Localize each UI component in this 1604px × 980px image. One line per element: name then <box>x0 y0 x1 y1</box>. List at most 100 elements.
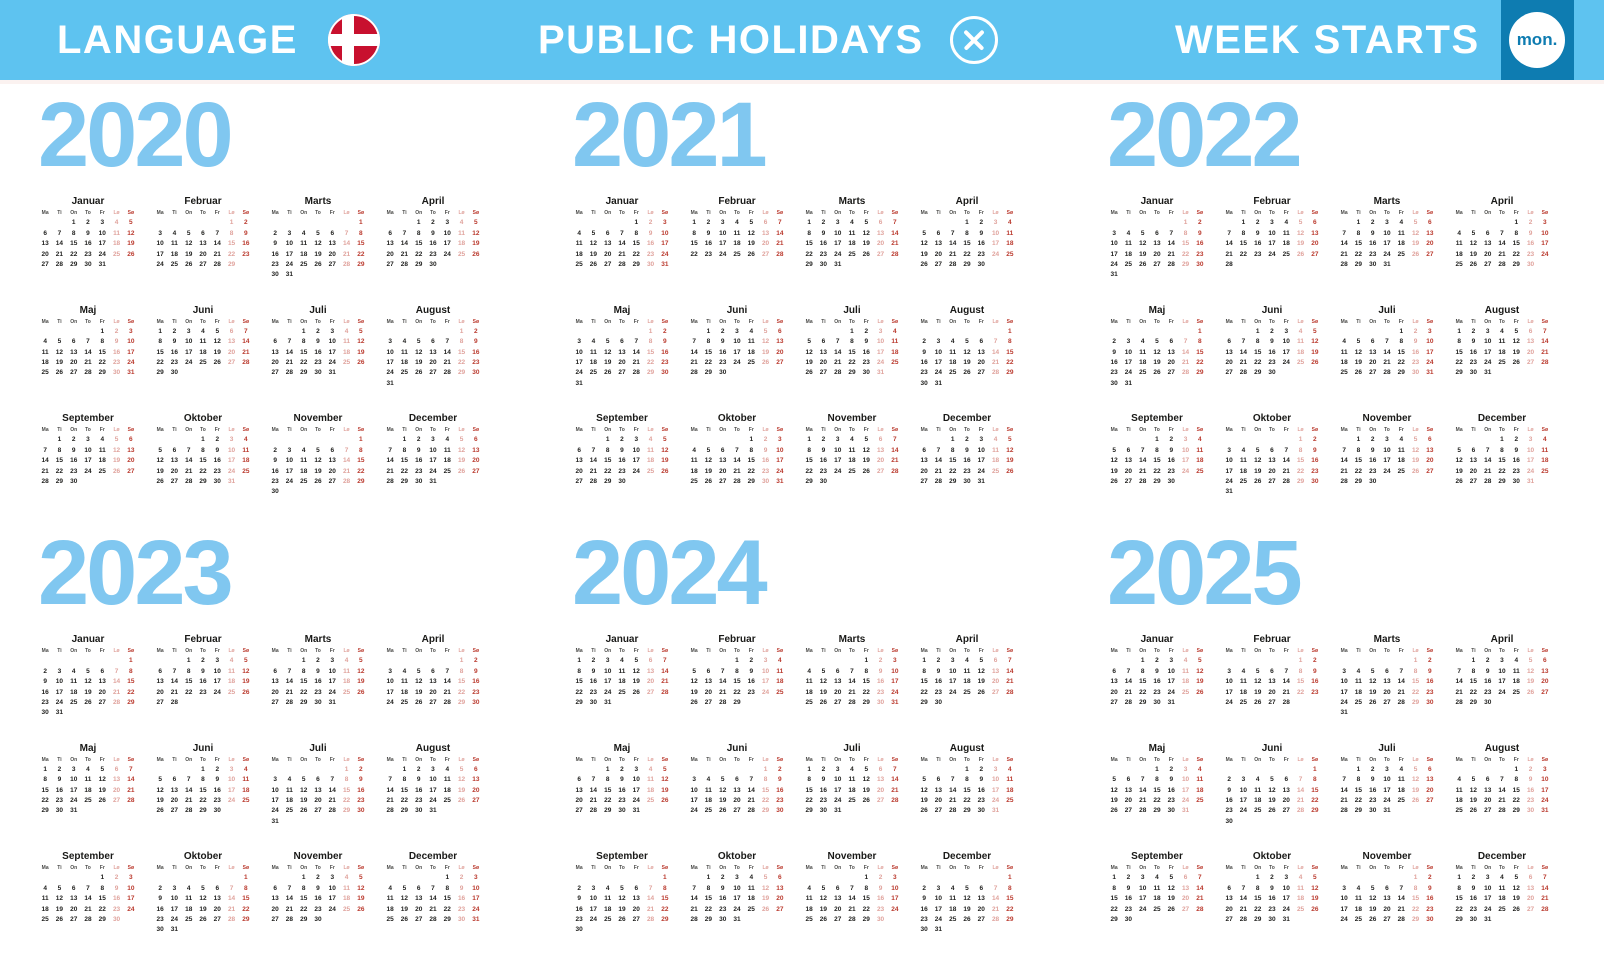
day-header-ma: Ma <box>41 210 49 216</box>
day-header-lø: Lø <box>992 756 999 763</box>
day-cell: 26 <box>747 250 755 258</box>
month-title: December <box>942 851 992 862</box>
day-grid: Ma Ti On To Fr Lø Sø 1 2 3 4 5 6 7 8 9 10 11 12 13 14 15 16 17 1… <box>1222 317 1322 379</box>
day-cell-empty <box>730 435 744 445</box>
day-cell: 27 <box>429 698 437 706</box>
day-cell: 13 <box>977 348 985 356</box>
day-cell: 4 <box>965 657 969 665</box>
day-cell: 3 <box>993 219 998 227</box>
day-cell: 4 <box>43 884 47 892</box>
day-header-ma: Ma <box>920 210 928 216</box>
day-cell: 2 <box>459 874 464 882</box>
day-cell: 22 <box>661 905 669 913</box>
day-cell: 12 <box>618 895 626 903</box>
day-header-to: To <box>200 865 206 871</box>
day-cell: 20 <box>1526 348 1535 356</box>
day-cell: 25 <box>285 807 294 815</box>
day-cell: 16 <box>457 895 466 903</box>
day-cell: 26 <box>1110 807 1118 815</box>
day-cell: 1 <box>807 765 811 773</box>
day-cell: 12 <box>690 678 698 686</box>
day-cell: 28 <box>719 698 727 706</box>
day-cell: 25 <box>891 359 899 367</box>
day-cell: 8 <box>1413 667 1418 675</box>
day-cell: 9 <box>474 338 478 346</box>
day-header-to: To <box>1384 427 1390 433</box>
day-cell-empty <box>239 925 253 935</box>
day-cell: 30 <box>429 260 437 268</box>
day-cell: 17 <box>834 786 842 794</box>
day-cell: 21 <box>776 240 784 248</box>
day-cell: 25 <box>199 359 207 367</box>
day-header-sø: Sø <box>472 865 480 871</box>
day-cell: 25 <box>690 477 698 485</box>
day-cell: 24 <box>170 915 179 923</box>
day-cell: 9 <box>474 667 478 675</box>
day-header-ma: Ma <box>805 427 813 433</box>
day-cell-empty <box>1265 260 1279 270</box>
day-cell-empty <box>601 873 615 883</box>
holidays-off-crossed-circle-icon[interactable] <box>950 16 998 64</box>
day-cell: 18 <box>1153 895 1161 903</box>
day-cell-empty <box>1293 487 1307 497</box>
day-cell: 11 <box>805 895 813 903</box>
day-cell: 25 <box>646 467 655 475</box>
day-cell: 20 <box>1369 359 1377 367</box>
day-cell-empty <box>124 915 138 925</box>
day-cell: 14 <box>386 786 394 794</box>
day-header-ma: Ma <box>805 318 813 325</box>
day-cell: 5 <box>1140 229 1145 237</box>
day-header-lø: Lø <box>1297 648 1304 654</box>
day-cell: 11 <box>733 229 741 237</box>
day-cell: 22 <box>156 359 164 367</box>
day-cell: 11 <box>589 348 597 356</box>
day-cell: 13 <box>646 667 655 675</box>
day-cell: 16 <box>472 348 480 356</box>
day-cell: 1 <box>201 765 205 773</box>
month-title: Januar <box>605 196 639 207</box>
day-cell-empty <box>339 218 353 228</box>
months-grid: Januar Ma Ti On To Fr Lø Sø 1 2 3 4 5 6 7 8 9 10 11 12 13 14 1… <box>1107 195 1567 521</box>
day-cell: 11 <box>1239 457 1247 465</box>
day-cell: 9 <box>71 446 76 454</box>
day-cell: 24 <box>1181 797 1190 805</box>
day-cell: 10 <box>1282 884 1290 892</box>
day-header-to: To <box>1384 865 1390 871</box>
day-cell: 6 <box>431 667 435 675</box>
day-header-lø: Lø <box>762 865 769 871</box>
day-cell: 19 <box>805 359 813 367</box>
day-cell: 9 <box>316 884 320 892</box>
day-header-fr: Fr <box>214 318 220 325</box>
day-cell-empty <box>873 477 887 487</box>
day-cell: 5 <box>158 446 162 454</box>
day-cell: 17 <box>443 240 451 248</box>
day-header-sø: Sø <box>891 865 899 871</box>
day-cell: 26 <box>761 905 770 913</box>
day-cell: 23 <box>934 688 943 696</box>
day-header-ti: Ti <box>172 210 177 216</box>
day-cell: 1 <box>1313 765 1317 773</box>
day-header-on: On <box>1254 427 1262 433</box>
day-header-ma: Ma <box>271 756 279 763</box>
day-cell: 4 <box>1241 667 1246 675</box>
day-header-to: To <box>430 648 436 654</box>
day-cell: 2 <box>1270 874 1274 882</box>
day-cell: 9 <box>1227 786 1231 794</box>
day-cell: 3 <box>431 765 435 773</box>
day-cell: 27 <box>1383 915 1391 923</box>
day-header-on: On <box>1254 865 1262 871</box>
denmark-flag-icon[interactable] <box>328 14 380 66</box>
day-cell-empty <box>629 698 643 708</box>
day-cell-empty <box>1351 656 1365 666</box>
day-cell: 6 <box>172 446 177 454</box>
day-header-to: To <box>1154 648 1160 654</box>
day-cell: 6 <box>922 446 926 454</box>
day-cell: 2 <box>1227 776 1231 784</box>
week-start-monday-badge[interactable]: mon. <box>1509 12 1565 68</box>
day-cell-empty <box>1222 218 1236 228</box>
day-cell: 19 <box>1254 688 1262 696</box>
day-cell: 10 <box>429 446 437 454</box>
day-cell: 9 <box>1126 884 1131 892</box>
day-cell: 20 <box>761 240 770 248</box>
day-cell: 21 <box>1498 797 1506 805</box>
